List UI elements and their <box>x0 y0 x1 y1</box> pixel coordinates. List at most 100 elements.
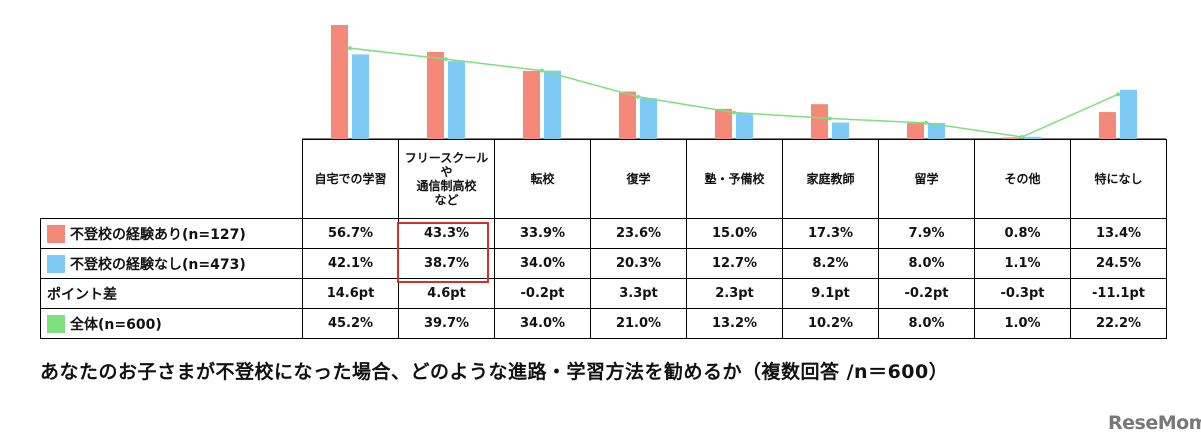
row-total: 全体(n=600) 45.2% 39.7% 34.0% 21.0% 13.2% 10.2% 8… <box>40 308 1167 339</box>
table-cell: 43.3% <box>398 218 495 249</box>
row-label: 不登校の経験あり(n=127) <box>40 218 303 249</box>
total-point-2 <box>540 68 544 73</box>
bar-experienced-7 <box>1003 137 1020 139</box>
category-label: 塾・予備校 <box>686 139 783 219</box>
bar-experienced-4 <box>715 108 732 139</box>
row-label-text: 全体(n=600) <box>70 316 162 333</box>
resemom-logo: ReseMom <box>1108 412 1201 434</box>
bar-not-experienced-5 <box>832 122 849 139</box>
total-point-7 <box>1020 134 1024 139</box>
table-cell: 15.0% <box>686 218 783 249</box>
row-label-text: ポイント差 <box>47 286 117 303</box>
bar-experienced-3 <box>619 91 636 139</box>
bar-not-experienced-8 <box>1120 89 1137 139</box>
table-cell: 24.5% <box>1070 248 1167 279</box>
table-cell: -11.1pt <box>1070 278 1167 309</box>
bar-not-experienced-0 <box>352 54 369 140</box>
table-cell: 23.6% <box>590 218 687 249</box>
table-cell: 22.2% <box>1070 308 1167 339</box>
table-cell: 33.9% <box>494 218 591 249</box>
bar-experienced-6 <box>907 123 924 139</box>
table-cell: 38.7% <box>398 248 495 279</box>
table-cell: 34.0% <box>494 308 591 339</box>
total-point-3 <box>636 94 640 99</box>
category-text: 家庭教師 <box>806 172 855 186</box>
table-cell: 45.2% <box>302 308 399 339</box>
category-label: 特になし <box>1070 139 1167 219</box>
legend-swatch <box>47 314 65 333</box>
bar-experienced-5 <box>811 104 828 139</box>
table-corner <box>41 140 303 219</box>
table-cell: 2.3pt <box>686 278 783 309</box>
bar-not-experienced-4 <box>736 113 753 139</box>
table-cell: 42.1% <box>302 248 399 279</box>
row-experienced: 不登校の経験あり(n=127) 56.7% 43.3% 33.9% 23.6% 15.0%… <box>40 218 1167 249</box>
bar-chart <box>302 25 1166 140</box>
total-point-5 <box>828 116 832 121</box>
total-line <box>349 47 1119 138</box>
table-cell: 39.7% <box>398 308 495 339</box>
chart-caption: あなたのお子さまが不登校になった場合、どのような進路・学習方法を勧めるか（複数回… <box>40 361 949 383</box>
category-label: 家庭教師 <box>782 139 879 219</box>
bar-not-experienced-7 <box>1024 136 1041 139</box>
category-label: 自宅での学習 <box>302 139 399 219</box>
table-cell: 20.3% <box>590 248 687 279</box>
table-cell: 0.8% <box>974 218 1071 249</box>
row-label: ポイント差 <box>40 278 303 309</box>
total-point-8 <box>1116 92 1120 97</box>
category-text: 転校 <box>530 172 555 186</box>
row-label-text: 不登校の経験なし(n=473) <box>70 256 246 273</box>
bar-experienced-1 <box>427 51 444 139</box>
category-text: 塾・予備校 <box>704 172 765 186</box>
table-cell: 34.0% <box>494 248 591 279</box>
total-point-0 <box>348 46 352 51</box>
category-text: 特になし <box>1094 172 1143 186</box>
table-cell: 13.4% <box>1070 218 1167 249</box>
table-cell: 10.2% <box>782 308 879 339</box>
table-cell: -0.2pt <box>494 278 591 309</box>
bar-not-experienced-1 <box>448 61 465 139</box>
total-point-4 <box>732 110 736 115</box>
table-cell: 17.3% <box>782 218 879 249</box>
category-label: 転校 <box>494 139 591 219</box>
category-text: フリースクール や 通信制高校 など <box>404 151 489 207</box>
table-cell: 8.0% <box>878 248 975 279</box>
table-cell: 4.6pt <box>398 278 495 309</box>
category-text: 留学 <box>914 172 939 186</box>
legend-swatch <box>47 224 65 243</box>
table-cell: 7.9% <box>878 218 975 249</box>
total-point-6 <box>924 120 928 125</box>
table-cell: 56.7% <box>302 218 399 249</box>
total-point-1 <box>444 57 448 62</box>
category-label: フリースクール や 通信制高校 など <box>398 139 495 219</box>
bar-not-experienced-2 <box>544 70 561 139</box>
table-cell: 8.2% <box>782 248 879 279</box>
category-text: 自宅での学習 <box>314 172 387 186</box>
row-label: 全体(n=600) <box>40 308 303 339</box>
category-label: 復学 <box>590 139 687 219</box>
row-label: 不登校の経験なし(n=473) <box>40 248 303 279</box>
bar-experienced-2 <box>523 70 540 139</box>
table-cell: 13.2% <box>686 308 783 339</box>
table-cell: -0.2pt <box>878 278 975 309</box>
bar-not-experienced-3 <box>640 98 657 139</box>
legend-swatch <box>47 254 65 273</box>
table-cell: 1.0% <box>974 308 1071 339</box>
table-cell: 12.7% <box>686 248 783 279</box>
table-cell: 1.1% <box>974 248 1071 279</box>
category-text: その他 <box>1004 172 1041 186</box>
table-cell: -0.3pt <box>974 278 1071 309</box>
table-cell: 3.3pt <box>590 278 687 309</box>
category-label: 留学 <box>878 139 975 219</box>
category-label: その他 <box>974 139 1071 219</box>
row-label-text: 不登校の経験あり(n=127) <box>70 226 246 243</box>
bar-experienced-8 <box>1099 112 1116 139</box>
table-cell: 9.1pt <box>782 278 879 309</box>
data-table: 自宅での学習 フリースクール や 通信制高校 など 転校 復学 塾・予備校 家庭教師 留学 そ… <box>40 139 1167 339</box>
bar-experienced-0 <box>331 25 348 139</box>
row-not-experienced: 不登校の経験なし(n=473) 42.1% 38.7% 34.0% 20.3% 12.7%… <box>40 248 1167 279</box>
row-point-diff: ポイント差 14.6pt 4.6pt -0.2pt 3.3pt 2.3pt 9.1pt -0.… <box>40 278 1167 309</box>
table-cell: 14.6pt <box>302 278 399 309</box>
table-cell: 8.0% <box>878 308 975 339</box>
category-text: 復学 <box>626 172 651 186</box>
